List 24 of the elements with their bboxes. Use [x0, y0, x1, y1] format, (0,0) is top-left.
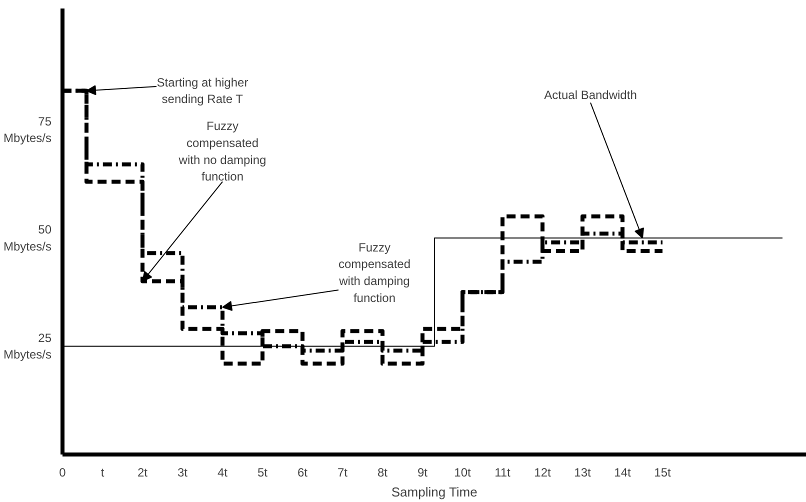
x-tick-label: t [100, 466, 105, 480]
x-tick-label: 12t [534, 466, 552, 480]
x-tick-label: 14t [614, 466, 632, 480]
x-tick-label: 3t [177, 466, 188, 480]
annotation: Actual Bandwidth [544, 88, 637, 102]
x-tick-label: 6t [297, 466, 308, 480]
annotation: Starting at higher sending Rate T [156, 75, 248, 106]
y-tick-label: 50 Mbytes/s [3, 222, 52, 254]
x-tick-label: 8t [377, 466, 388, 480]
x-tick-label: 0 [59, 466, 66, 480]
annotation: Fuzzy compensated with damping function [338, 240, 411, 305]
x-tick-label: 10t [454, 466, 472, 480]
x-tick-label: 5t [257, 466, 268, 480]
x-tick-label: 15t [654, 466, 672, 480]
y-tick-label: 75 Mbytes/s [3, 114, 52, 146]
x-tick-label: 2t [137, 466, 148, 480]
annotation: Fuzzy compensated with no damping function [178, 119, 266, 184]
x-tick-label: 7t [337, 466, 348, 480]
x-tick-label: 9t [417, 466, 428, 480]
x-tick-label: 11t [494, 466, 512, 480]
x-axis-title: Sampling Time [391, 484, 478, 500]
y-tick-label: 25 Mbytes/s [3, 330, 52, 362]
x-tick-label: 13t [574, 466, 592, 480]
x-tick-label: 4t [217, 466, 228, 480]
